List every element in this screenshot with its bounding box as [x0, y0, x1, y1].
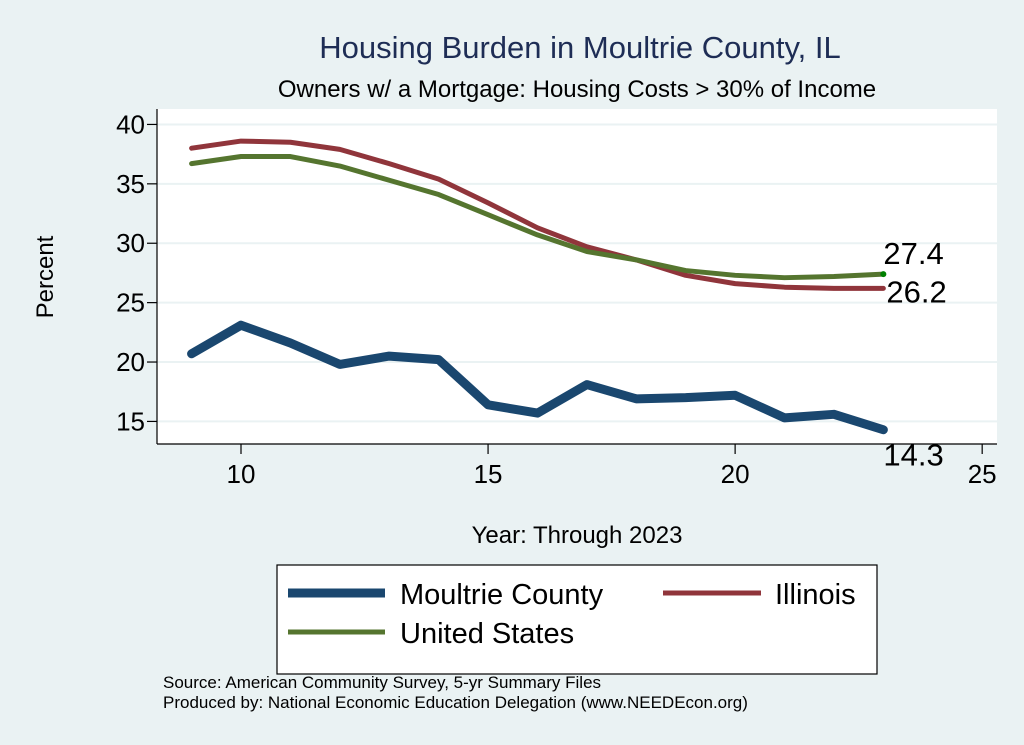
x-tick-label: 10 — [227, 459, 256, 489]
x-axis-title: Year: Through 2023 — [472, 522, 683, 549]
y-axis: 15 20 25 30 35 40 — [116, 109, 158, 444]
x-tick-label: 20 — [721, 459, 750, 489]
series-lines — [187, 138, 888, 435]
chart-title: Housing Burden in Moultrie County, IL — [319, 30, 841, 65]
end-marker-united-states — [880, 271, 887, 278]
legend: Moultrie County Illinois United States — [276, 564, 878, 675]
end-label-united-states: 27.4 — [883, 236, 943, 271]
x-axis: 10 15 20 25 — [157, 443, 997, 489]
legend-box — [276, 564, 878, 675]
y-tick-label: 20 — [116, 347, 145, 377]
x-tick-label: 25 — [968, 459, 997, 489]
end-label-moultrie-county: 14.3 — [883, 438, 943, 473]
end-labels: 14.3 26.227.4 — [880, 236, 947, 473]
y-axis-title: Percent — [32, 235, 59, 318]
legend-label-moultrie: Moultrie County — [400, 579, 604, 611]
end-label-illinois: 26.2 — [886, 274, 946, 309]
series-line-moultrie-county — [187, 320, 888, 435]
x-tick-label: 15 — [474, 459, 503, 489]
y-tick-label: 35 — [116, 169, 145, 199]
series-line-illinois — [189, 138, 886, 291]
y-tick-label: 25 — [116, 288, 145, 318]
legend-label-united-states: United States — [400, 618, 574, 650]
chart-subtitle: Owners w/ a Mortgage: Housing Costs > 30… — [278, 76, 876, 103]
y-tick-label: 30 — [116, 228, 145, 258]
y-tick-label: 15 — [116, 406, 145, 436]
series-line-united-states — [189, 154, 886, 281]
producer-note: Produced by: National Economic Education… — [163, 693, 748, 712]
legend-label-illinois: Illinois — [775, 579, 856, 611]
source-note: Source: American Community Survey, 5-yr … — [163, 673, 601, 692]
y-tick-label: 40 — [116, 109, 145, 139]
